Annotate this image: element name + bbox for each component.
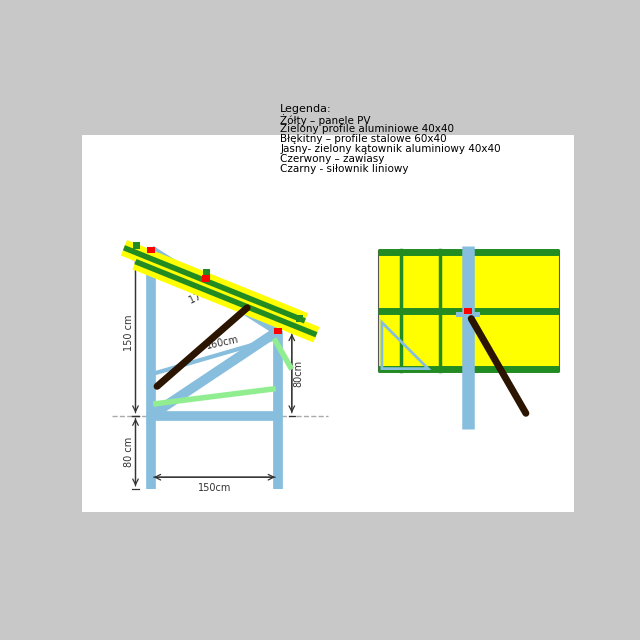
Bar bbox=[202, 275, 210, 282]
Text: Legenda:: Legenda: bbox=[280, 104, 332, 114]
Text: 170 cm: 170 cm bbox=[188, 281, 225, 306]
Text: Czerwony – zawiasy: Czerwony – zawiasy bbox=[280, 154, 385, 164]
Bar bbox=[204, 269, 210, 275]
Bar bbox=[378, 250, 463, 371]
Bar bbox=[473, 250, 559, 371]
Bar bbox=[274, 328, 282, 334]
Text: 150 cm: 150 cm bbox=[124, 315, 134, 351]
Bar bbox=[82, 134, 575, 512]
Text: Zielony profile aluminiowe 40x40: Zielony profile aluminiowe 40x40 bbox=[280, 124, 454, 134]
Text: Jasny- zielony kątownik aluminiowy 40x40: Jasny- zielony kątownik aluminiowy 40x40 bbox=[280, 144, 501, 154]
Text: 80cm: 80cm bbox=[293, 360, 303, 387]
Bar bbox=[456, 312, 481, 317]
Bar bbox=[133, 241, 140, 248]
Bar bbox=[296, 315, 303, 322]
Text: Czarny - siłownik liniowy: Czarny - siłownik liniowy bbox=[280, 164, 409, 174]
Text: 80 cm: 80 cm bbox=[124, 437, 134, 467]
Text: Żółty – panele PV: Żółty – panele PV bbox=[280, 114, 371, 125]
Bar bbox=[378, 250, 463, 371]
Text: 160cm: 160cm bbox=[205, 334, 239, 351]
Bar bbox=[464, 308, 472, 314]
Bar bbox=[147, 247, 155, 253]
Text: Błękitny – profile stalowe 60x40: Błękitny – profile stalowe 60x40 bbox=[280, 134, 447, 144]
Text: 150cm: 150cm bbox=[198, 483, 231, 493]
Bar bbox=[473, 250, 559, 371]
